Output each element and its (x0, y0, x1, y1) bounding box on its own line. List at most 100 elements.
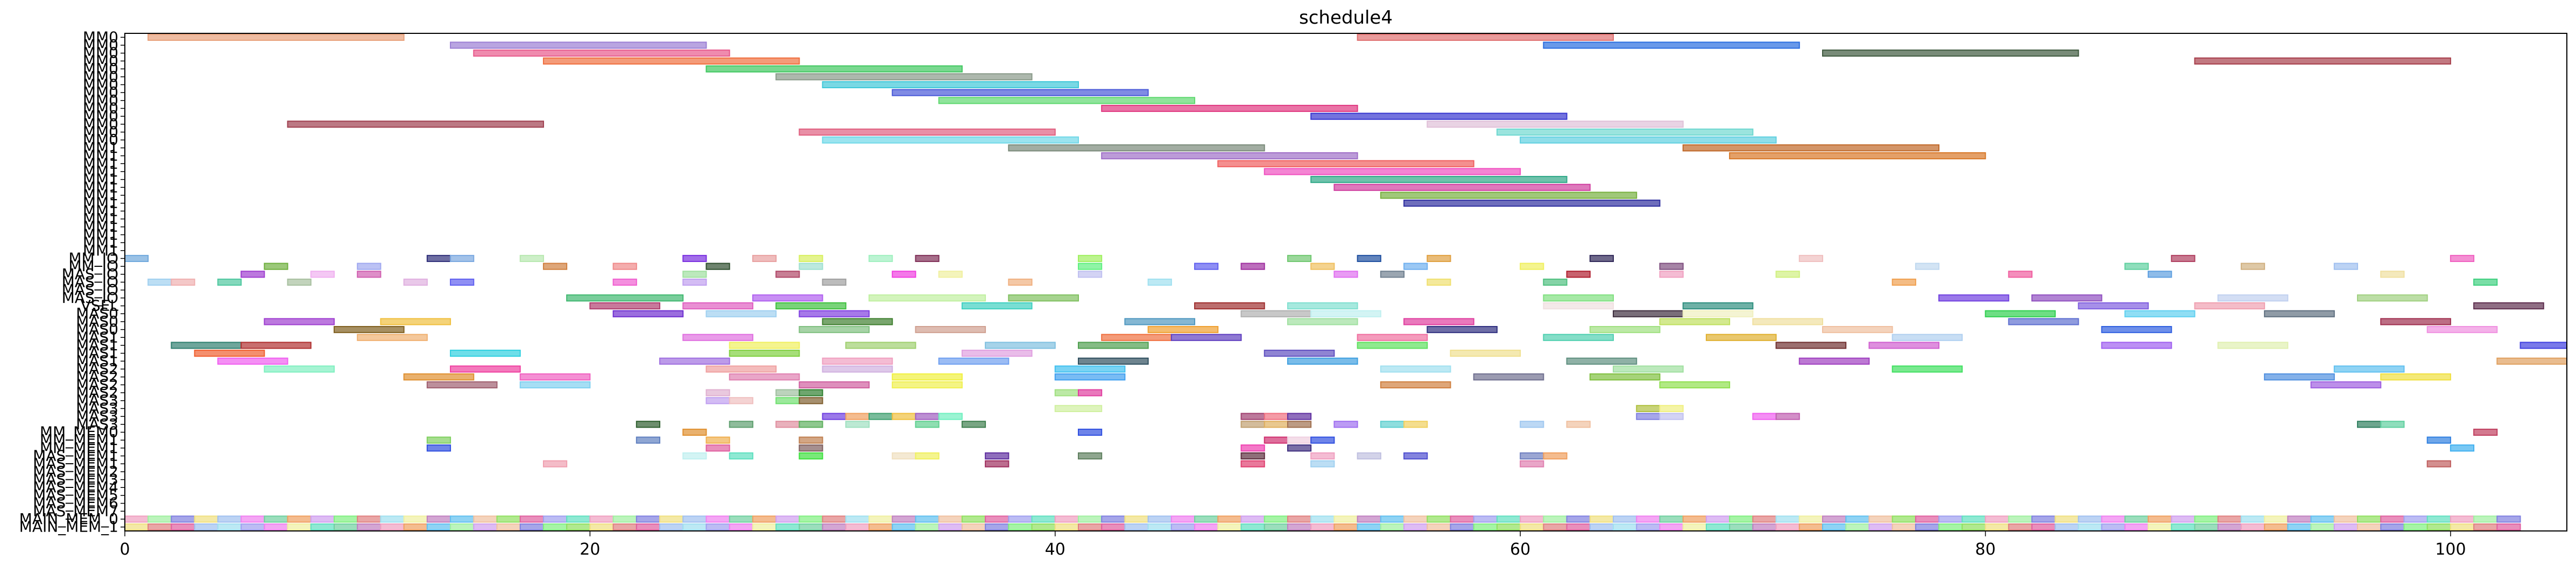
main-mem-bar (1589, 515, 1614, 523)
main-mem-bar (403, 515, 428, 523)
main-mem-bar (869, 523, 893, 531)
main-mem-bar (2264, 523, 2289, 531)
gantt-bar (1287, 254, 1312, 263)
main-mem-bar (403, 523, 428, 531)
gantt-bar (1101, 152, 1358, 160)
main-mem-bar (496, 515, 521, 523)
gantt-bar (915, 254, 940, 263)
main-mem-bar (1450, 515, 1474, 523)
main-mem-bar (519, 515, 544, 523)
main-mem-bar (450, 523, 475, 531)
gantt-bar (2008, 271, 2032, 278)
gantt-bar (1287, 302, 1358, 310)
gantt-bar (705, 263, 730, 270)
gantt-bar (1613, 365, 1684, 373)
gantt-bar (1147, 326, 1219, 334)
gantt-bar (2519, 342, 2568, 349)
gantt-bar (1357, 334, 1428, 341)
gantt-bar (2450, 254, 2475, 263)
main-mem-bar (333, 523, 358, 531)
gantt-bar (799, 310, 870, 317)
main-mem-bar (1008, 523, 1033, 531)
main-mem-bar (287, 523, 312, 531)
y-tick-label: MAS_IO (62, 289, 118, 307)
gantt-bar (2078, 302, 2149, 310)
gantt-bar (426, 381, 498, 388)
gantt-bar (1264, 421, 1288, 428)
gantt-bar (1194, 263, 1219, 270)
main-mem-bar (1682, 523, 1707, 531)
main-mem-bar (2380, 523, 2405, 531)
gantt-bar (450, 365, 521, 373)
main-mem-bar (1077, 523, 1103, 531)
main-mem-bar (2450, 523, 2475, 531)
main-mem-bar (2287, 523, 2312, 531)
gantt-bar (799, 263, 823, 270)
gantt-bar (310, 271, 335, 278)
main-mem-bar (1380, 515, 1405, 523)
gantt-bar (403, 278, 428, 286)
main-mem-bar (2333, 515, 2359, 523)
gantt-bar (1333, 421, 1358, 428)
chart-title: schedule4 (1299, 7, 1393, 29)
gantt-bar (1729, 152, 1986, 160)
main-mem-bar (2124, 515, 2149, 523)
gantt-bar (1380, 421, 1405, 428)
main-mem-bar (1822, 523, 1847, 531)
gantt-bar (1473, 373, 1544, 381)
main-mem-bar (1705, 515, 1731, 523)
gantt-bar (845, 413, 870, 420)
main-mem-bar (1264, 515, 1288, 523)
gantt-bar (1659, 381, 1731, 388)
gantt-bar (938, 357, 1010, 365)
y-tick-label: MAS0 (76, 304, 118, 322)
main-mem-bar (612, 523, 637, 531)
main-mem-bar (1566, 515, 1591, 523)
gantt-bar (729, 373, 800, 381)
gantt-bar (566, 294, 684, 302)
gantt-bar (1659, 413, 1684, 420)
gantt-bar (775, 397, 800, 405)
main-mem-bar (194, 515, 218, 523)
gantt-bar (612, 278, 637, 286)
gantt-bar (1427, 326, 1498, 334)
main-mem-bar (589, 523, 614, 531)
main-mem-bar (2194, 523, 2219, 531)
main-mem-bar (961, 515, 986, 523)
main-mem-bar (822, 515, 846, 523)
gantt-bar (775, 271, 800, 278)
main-mem-bar (1031, 515, 1056, 523)
main-mem-bar (2240, 515, 2266, 523)
main-mem-bar (1845, 523, 1870, 531)
main-mem-bar (1170, 523, 1196, 531)
main-mem-bar (1217, 523, 1242, 531)
gantt-bar (264, 365, 335, 373)
gantt-bar (2357, 294, 2428, 302)
gantt-bar (682, 278, 707, 286)
gantt-bar (217, 357, 288, 365)
gantt-bar (799, 436, 823, 444)
y-tick-label: MM_MEM1 (40, 431, 118, 449)
gantt-bar (2333, 263, 2359, 270)
gantt-bar (938, 271, 963, 278)
main-mem-bar (1613, 515, 1638, 523)
y-tick-label: MAS_MEM1 (33, 455, 118, 472)
main-mem-bar (380, 523, 405, 531)
gantt-bar (542, 263, 568, 270)
y-tick-label: MM1 (83, 242, 118, 259)
main-mem-bar (612, 515, 637, 523)
gantt-bar (519, 254, 544, 263)
main-mem-bar (1054, 523, 1079, 531)
y-tick-label: MAS3 (76, 407, 118, 425)
gantt-bar (1427, 254, 1451, 263)
gantt-bar (2380, 421, 2405, 428)
main-mem-bar (1194, 515, 1219, 523)
gantt-bar (2194, 57, 2451, 65)
main-mem-bar (566, 515, 591, 523)
gantt-bar (1310, 436, 1335, 444)
gantt-bar (1543, 41, 1800, 49)
main-mem-bar (2101, 523, 2126, 531)
gantt-bar (450, 254, 475, 263)
y-tick-label: MM0 (83, 75, 118, 93)
y-tick-label: MAIN_MEM_0 (19, 510, 118, 528)
